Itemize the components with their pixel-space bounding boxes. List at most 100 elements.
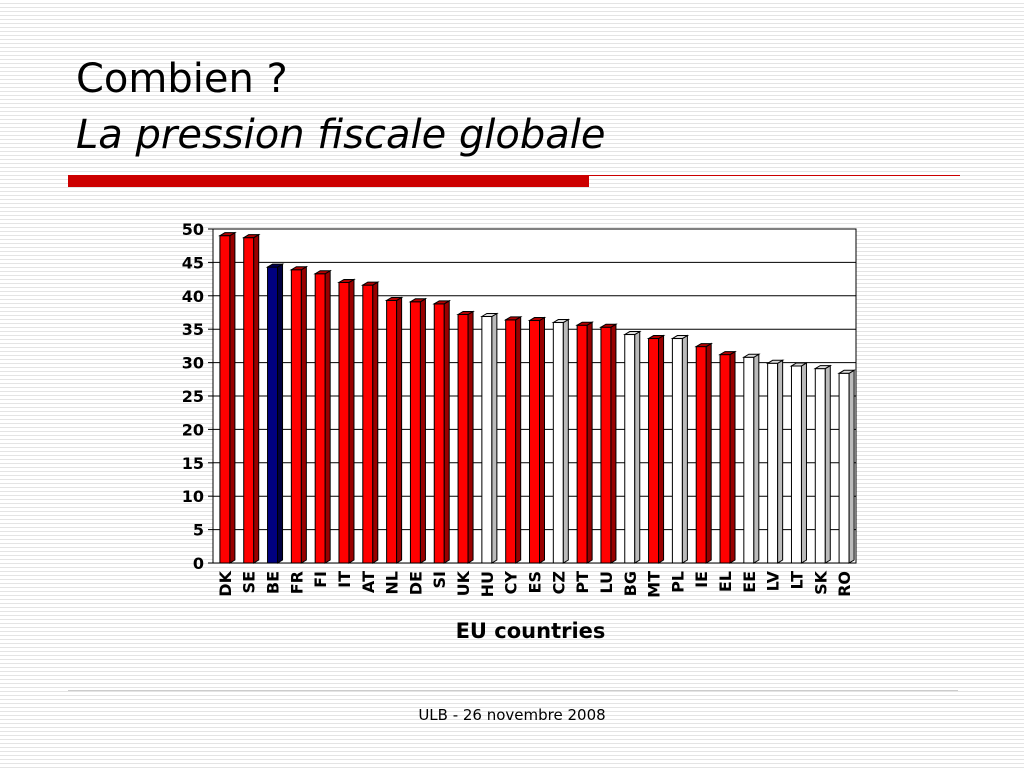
bar-top (265, 263, 285, 268)
x-tick-label-lv: LV (764, 570, 783, 591)
y-tick-label: 25 (182, 387, 204, 406)
bar-front (433, 303, 445, 564)
bar-top (408, 298, 428, 303)
bar-side (491, 312, 498, 564)
bar-top (599, 323, 618, 328)
bar-top (289, 266, 309, 271)
x-tick-label-hu: HU (478, 571, 497, 597)
x-tick-label-se: SE (240, 571, 259, 593)
bar-side (753, 353, 760, 564)
bar-side (681, 334, 688, 564)
y-tick-label: 15 (182, 454, 204, 473)
x-tick-label-ro: RO (835, 571, 854, 597)
x-axis-title: EU countries (456, 619, 606, 643)
bar-side (777, 359, 784, 564)
bar-front (457, 314, 469, 564)
x-tick-label-pt: PT (573, 571, 592, 594)
bar-top (360, 281, 380, 286)
x-tick-label-cy: CY (502, 571, 521, 595)
bar-front (267, 266, 279, 564)
bar-el (718, 350, 737, 564)
bar-hu (480, 312, 499, 564)
bar-side (467, 310, 474, 564)
bar-side (824, 364, 831, 564)
bar-de (408, 297, 428, 564)
x-tick-label-lu: LU (597, 571, 616, 594)
x-tick-label-de: DE (406, 571, 425, 595)
bar-front (505, 319, 517, 564)
bar-front (219, 235, 231, 564)
bar-front (243, 237, 255, 564)
bar-side (300, 265, 307, 564)
y-tick-label: 40 (182, 287, 204, 306)
bar-top (456, 311, 475, 316)
bar-top (670, 335, 690, 340)
x-tick-label-fr: FR (287, 571, 306, 594)
bar-top (718, 351, 737, 356)
title-rule-thick (68, 175, 589, 187)
bar-top (432, 300, 452, 305)
footer-rule (68, 690, 958, 691)
bar-es (527, 316, 547, 564)
bar-top (789, 362, 809, 367)
bar-ie (694, 342, 714, 564)
bar-side (515, 315, 522, 564)
title-rule-thin (589, 175, 960, 176)
bar-bg (622, 330, 642, 564)
bar-top (742, 353, 761, 358)
bar-side (396, 296, 403, 564)
bar-front (624, 334, 636, 564)
bar-side (562, 318, 569, 564)
bar-side (324, 269, 331, 564)
bar-side (539, 316, 545, 564)
x-tick-label-be: BE (264, 571, 283, 594)
x-tick-label-at: AT (359, 571, 378, 593)
x-tick-label-lt: LT (787, 571, 806, 590)
bar-pt (575, 321, 594, 564)
x-tick-label-pl: PL (668, 571, 687, 593)
x-tick-label-sk: SK (811, 570, 830, 595)
bar-top (527, 317, 547, 322)
bar-front (838, 372, 850, 564)
bar-top (241, 234, 261, 239)
bar-side (705, 342, 712, 564)
bar-front (386, 299, 398, 564)
bar-front (409, 301, 421, 564)
bar-fr (289, 265, 309, 564)
bar-front (648, 338, 660, 564)
y-tick-label: 30 (182, 354, 204, 373)
bar-top (694, 343, 714, 348)
bar-side (229, 231, 236, 564)
bar-fi (313, 269, 332, 564)
bar-top (575, 321, 594, 326)
bar-front (600, 326, 612, 564)
bar-at (360, 281, 380, 564)
x-tick-label-cz: CZ (549, 571, 568, 594)
bar-side (586, 321, 593, 564)
bar-sk (813, 364, 833, 564)
bar-side (729, 350, 736, 564)
bar-cz (551, 318, 571, 564)
bar-si (432, 299, 452, 564)
bar-front (695, 346, 707, 564)
y-tick-label: 20 (182, 420, 204, 439)
y-tick-label: 45 (182, 253, 204, 272)
bar-mt (646, 334, 666, 564)
bar-top (337, 278, 356, 283)
bar-ro (837, 369, 856, 564)
bar-front (576, 324, 588, 564)
bar-front (314, 273, 326, 564)
bar-front (552, 322, 564, 564)
y-tick-label: 50 (182, 220, 204, 239)
bar-cy (503, 315, 523, 564)
bar-se (241, 233, 261, 564)
bar-front (529, 320, 540, 564)
bar-side (277, 263, 284, 564)
x-tick-label-nl: NL (383, 571, 402, 595)
bar-top (646, 335, 666, 340)
bar-top (313, 270, 332, 275)
x-tick-label-si: SI (430, 571, 449, 588)
bar-ee (742, 353, 761, 564)
bar-nl (384, 296, 404, 564)
